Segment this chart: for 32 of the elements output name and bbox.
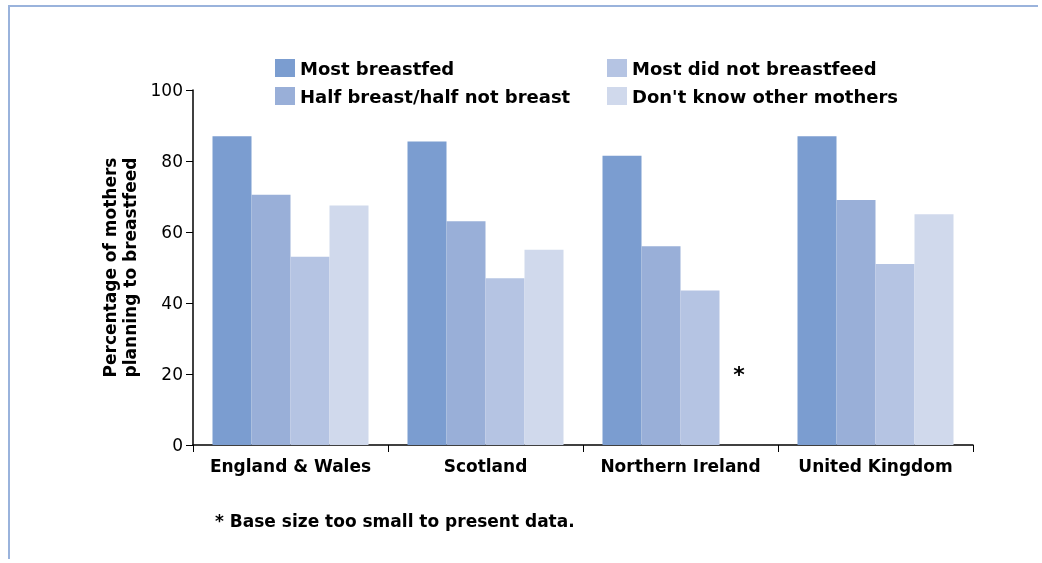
bar [407, 141, 447, 445]
bar [914, 214, 954, 445]
bar [329, 205, 369, 445]
y-tick-label: 20 [161, 364, 183, 384]
y-axis-title: Percentage of mothers planning to breastfeed [99, 157, 140, 378]
x-tick-label: Northern Ireland [600, 455, 761, 476]
x-tick-label: Scotland [443, 455, 528, 476]
bar [602, 155, 642, 445]
bar [446, 221, 486, 445]
bar [680, 290, 720, 445]
bar [485, 278, 525, 445]
legend-label: Don't know other mothers [632, 85, 899, 107]
bar [290, 256, 330, 445]
x-tick-label: England & Wales [209, 455, 372, 476]
annotation: * [733, 361, 746, 387]
y-tick-label: 100 [150, 80, 183, 100]
x-tick-label: United Kingdom [798, 455, 953, 476]
y-tick-label: 0 [172, 435, 183, 455]
bar [875, 263, 915, 445]
y-tick-label: 40 [161, 293, 183, 313]
legend-label: Half breast/half not breast [300, 85, 571, 107]
legend-label: Most did not breastfeed [632, 57, 877, 79]
bar [212, 136, 252, 445]
bar [524, 249, 564, 445]
y-tick-label: 60 [161, 222, 183, 242]
text: * Base size too small to present data. [215, 510, 575, 531]
y-tick-label: 80 [161, 151, 183, 171]
bar [251, 194, 291, 445]
bar [797, 136, 837, 445]
legend-label: Most breastfed [300, 57, 455, 79]
bar [641, 246, 681, 445]
bar [836, 200, 876, 445]
